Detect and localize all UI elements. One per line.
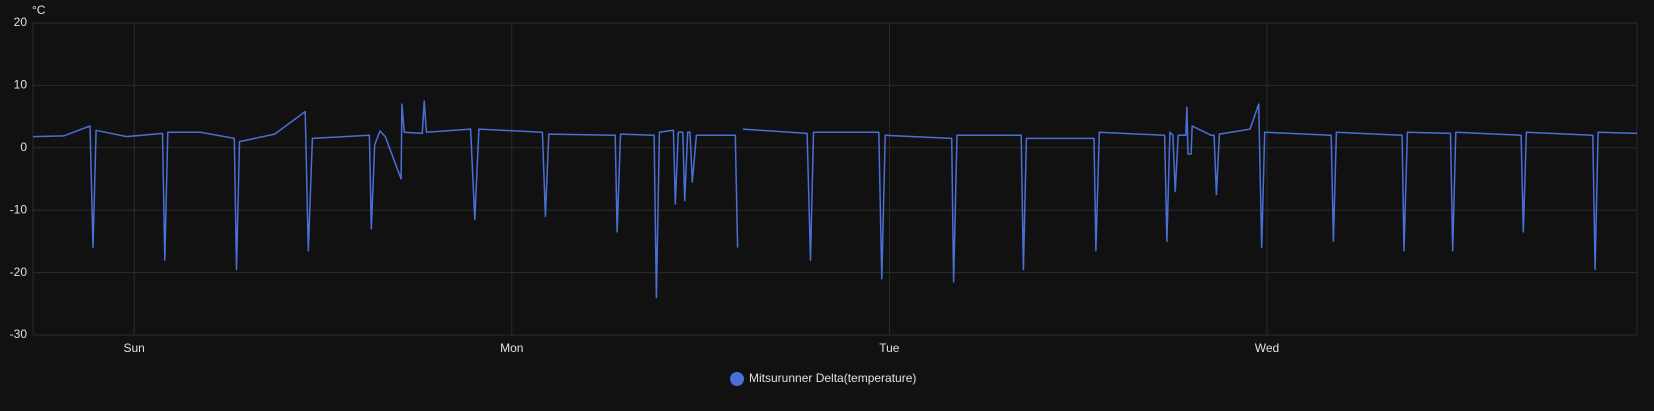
y-unit: °C — [32, 3, 46, 17]
x-tick-label: Mon — [500, 341, 523, 355]
y-tick-label: -10 — [10, 202, 28, 216]
x-tick-label: Tue — [879, 341, 900, 355]
legend-label: Mitsurunner Delta(temperature) — [749, 371, 916, 385]
y-tick-label: 20 — [14, 15, 28, 29]
x-tick-label: Sun — [124, 341, 145, 355]
y-tick-label: -20 — [10, 265, 28, 279]
x-tick-label: Wed — [1255, 341, 1279, 355]
y-tick-label: -30 — [10, 327, 28, 341]
y-tick-label: 0 — [20, 140, 27, 154]
legend-swatch — [730, 372, 744, 386]
y-tick-label: 10 — [14, 78, 28, 92]
data-line — [32, 100, 1638, 299]
